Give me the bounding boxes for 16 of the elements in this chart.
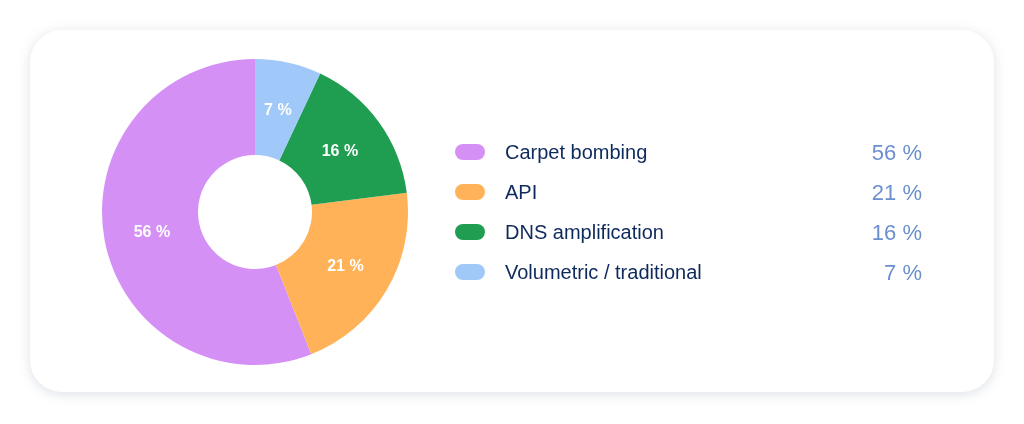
text: 16 % — [871, 219, 922, 245]
legend-label: Carpet bombing — [505, 141, 648, 163]
data-label: 7 % — [264, 101, 292, 119]
text: 7 % — [884, 259, 922, 285]
data-label: 16 % — [321, 141, 359, 159]
legend-label: DNS amplification — [505, 221, 664, 243]
data-label: 56 % — [133, 223, 171, 241]
donut-slice — [279, 73, 407, 205]
legend-label: Volumetric / traditional — [505, 261, 702, 283]
donut-slice — [275, 192, 408, 355]
donut-slice — [102, 59, 312, 365]
donut-slice — [255, 59, 321, 161]
data-label: 21 % — [327, 256, 364, 274]
legend-label: API — [505, 181, 538, 203]
text: 21 % — [871, 179, 922, 205]
text: 56 % — [871, 139, 922, 165]
